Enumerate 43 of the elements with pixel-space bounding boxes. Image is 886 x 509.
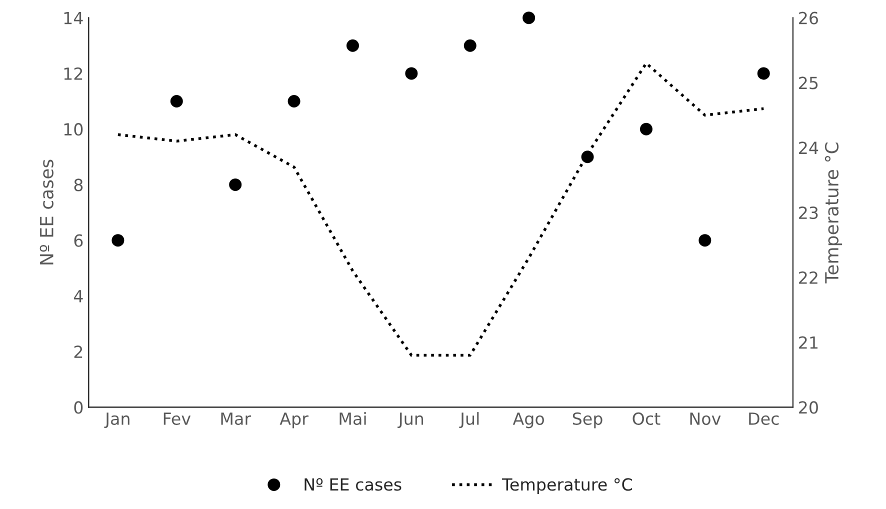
point — [405, 67, 418, 80]
y2-tick-label: 22 — [799, 271, 818, 284]
x-tick-label: Mai — [340, 412, 366, 425]
point — [229, 178, 242, 191]
x-tick-label: Jul — [459, 412, 479, 428]
point — [346, 39, 359, 52]
y-tick-label: 14 — [64, 12, 83, 24]
y-axis-title: Nº EE cases — [40, 160, 54, 264]
x-tick-label: Jun — [398, 412, 424, 428]
y-tick-label: 2 — [74, 346, 82, 358]
y-tick-label: 4 — [74, 290, 83, 302]
x-tick-label: Mar — [221, 412, 252, 425]
y-tick-label: 0 — [74, 401, 83, 414]
y2-tick-label: 26 — [799, 12, 818, 24]
point — [464, 39, 476, 52]
y-tick-label: 12 — [64, 67, 82, 80]
x-tick-label: Nov — [690, 412, 721, 425]
x-tick-label: Ago — [512, 412, 544, 428]
point — [522, 12, 536, 24]
y2-tick-label: 20 — [799, 401, 818, 414]
x-tick-label: Oct — [632, 412, 660, 425]
y2-tick-label: 23 — [799, 206, 818, 220]
legend-label: Temperature °C — [502, 478, 632, 494]
point — [640, 122, 652, 136]
point — [170, 95, 183, 108]
x-tick-label: Dec — [749, 412, 779, 425]
point — [288, 95, 300, 108]
point — [757, 67, 770, 80]
x-tick-label: Jan — [104, 412, 130, 428]
legend-label: Nº EE cases — [304, 478, 402, 491]
y2-tick-label: 21 — [799, 336, 818, 349]
y2-tick-label: 24 — [799, 142, 818, 154]
y-tick-label: 6 — [74, 234, 83, 247]
x-tick-label: Fev — [164, 412, 191, 425]
y-tick-label: 8 — [74, 178, 83, 192]
x-tick-label: Sep — [572, 412, 602, 428]
point — [112, 234, 124, 247]
y-tick-label: 10 — [64, 123, 83, 136]
line-series — [116, 62, 766, 357]
x-tick-label: Apr — [280, 412, 308, 428]
y2-tick-label: 25 — [799, 76, 818, 90]
point — [698, 234, 712, 247]
y2-axis-title: Temperature °C — [824, 142, 842, 284]
